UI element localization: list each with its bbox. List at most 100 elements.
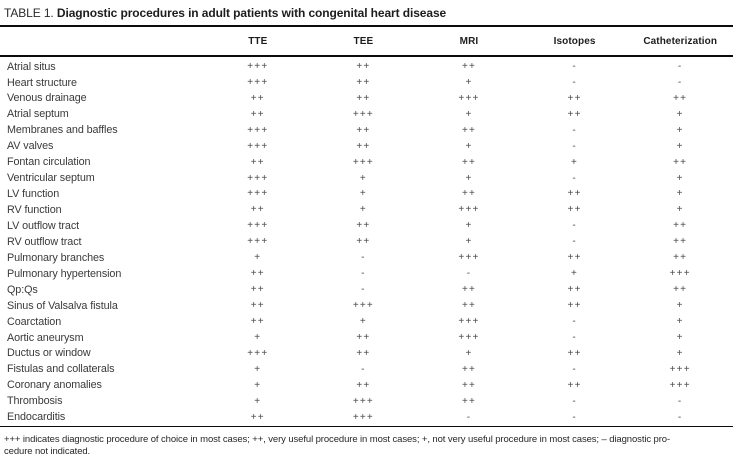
cell-value: +++ bbox=[310, 409, 417, 427]
cell-value: ++ bbox=[567, 92, 582, 104]
cell-value: ++ bbox=[567, 300, 582, 312]
cell-value: +++ bbox=[669, 379, 691, 391]
row-label: Aortic aneurysm bbox=[7, 331, 84, 344]
table-row: Ductus or window +++ ++ + ++ + bbox=[0, 346, 733, 362]
footnote-line-2: cedure not indicated. bbox=[4, 445, 91, 457]
cell-value: + bbox=[465, 172, 473, 184]
cell-value: ++ bbox=[461, 284, 477, 296]
cell-value: +++ bbox=[247, 140, 269, 152]
cell-value: ++ bbox=[250, 300, 265, 312]
row-label: RV function bbox=[7, 204, 62, 216]
cell-value: + bbox=[465, 347, 473, 359]
cell-value: + bbox=[359, 315, 367, 327]
cell-value: + bbox=[465, 236, 473, 248]
footnote-line-1: +++ indicates diagnostic procedure of ch… bbox=[4, 433, 671, 445]
cell-value: ++ bbox=[356, 379, 371, 391]
table-row: RV outflow tract +++ ++ + - ++ bbox=[0, 234, 733, 250]
cell-value: - bbox=[572, 60, 577, 72]
cell-value: - bbox=[627, 409, 733, 427]
cell-value: + bbox=[465, 220, 473, 232]
row-label: Ductus or window bbox=[7, 347, 91, 360]
cell-value: ++ bbox=[567, 108, 582, 120]
cell-value: - bbox=[361, 284, 366, 296]
cell-value: ++ bbox=[673, 92, 688, 104]
cell-value: - bbox=[572, 124, 577, 136]
row-label: AV valves bbox=[7, 140, 54, 153]
cell-value: + bbox=[676, 204, 684, 216]
cell-value: + bbox=[254, 395, 262, 407]
table-row: Fistulas and collaterals + - ++ - +++ bbox=[0, 362, 733, 378]
column-header-tte: TTE bbox=[205, 25, 311, 57]
cell-value: ++ bbox=[673, 252, 688, 264]
cell-value: + bbox=[571, 156, 579, 168]
cell-value: +++ bbox=[247, 188, 269, 200]
cell-value: + bbox=[676, 331, 684, 343]
cell-value: - bbox=[572, 140, 577, 152]
table-title: Diagnostic procedures in adult patients … bbox=[56, 6, 447, 20]
cell-value: + bbox=[359, 188, 367, 200]
cell-value: ++ bbox=[250, 92, 265, 104]
cell-value: +++ bbox=[352, 108, 374, 120]
cell-value: + bbox=[465, 108, 473, 120]
cell-value: + bbox=[359, 204, 367, 216]
cell-value: ++ bbox=[250, 156, 265, 168]
cell-value: + bbox=[676, 108, 684, 120]
table-row: LV outflow tract +++ ++ + - ++ bbox=[0, 218, 733, 234]
cell-value: ++ bbox=[250, 268, 265, 280]
cell-value: +++ bbox=[247, 172, 269, 184]
cell-value: +++ bbox=[458, 92, 480, 104]
column-header-isotopes: Isotopes bbox=[521, 25, 628, 57]
cell-value: + bbox=[571, 268, 579, 280]
cell-value: ++ bbox=[461, 124, 477, 136]
row-label: Sinus of Valsalva fistula bbox=[7, 299, 118, 312]
cell-value: + bbox=[465, 140, 473, 152]
cell-value: ++ bbox=[567, 252, 582, 264]
column-header-catheterization: Catheterization bbox=[627, 25, 733, 57]
cell-value: + bbox=[465, 76, 473, 88]
table-row: Endocarditis ++ +++ - - - bbox=[0, 409, 733, 427]
cell-value: - bbox=[521, 409, 628, 427]
row-label: Coarctation bbox=[7, 315, 62, 328]
table-row: Ventricular septum +++ + + - + bbox=[0, 171, 733, 187]
cell-value: ++ bbox=[567, 188, 582, 200]
table-row: Heart structure +++ ++ + - - bbox=[0, 75, 733, 91]
table-body: Atrial situs +++ ++ ++ - - Heart structure +++ +… bbox=[0, 56, 733, 427]
cell-value: ++ bbox=[250, 315, 265, 327]
table-row: Qp:Qs ++ - ++ ++ ++ bbox=[0, 282, 733, 298]
table-row: Coronary anomalies + ++ ++ ++ +++ bbox=[0, 378, 733, 394]
cell-value: +++ bbox=[669, 363, 691, 375]
row-label: Endocarditis bbox=[0, 409, 205, 427]
cell-value: + bbox=[254, 379, 262, 391]
cell-value: + bbox=[676, 124, 684, 136]
row-label: LV function bbox=[7, 188, 60, 201]
cell-value: ++ bbox=[461, 60, 477, 72]
cell-value: ++ bbox=[461, 156, 477, 168]
cell-value: +++ bbox=[247, 76, 269, 88]
header-row: TTE TEE MRI Isotopes Catheterization bbox=[0, 25, 733, 57]
cell-value: + bbox=[359, 172, 367, 184]
cell-value: + bbox=[676, 172, 684, 184]
cell-value: +++ bbox=[247, 347, 269, 359]
table-caption: TABLE 1. Diagnostic procedures in adult … bbox=[0, 0, 733, 25]
cell-value: ++ bbox=[567, 379, 582, 391]
cell-value: ++ bbox=[356, 236, 371, 248]
cell-value: - bbox=[677, 60, 683, 72]
column-header-mri: MRI bbox=[416, 25, 522, 57]
cell-value: ++ bbox=[356, 60, 371, 72]
cell-value: - bbox=[361, 252, 366, 264]
cell-value: ++ bbox=[461, 363, 477, 375]
cell-value: + bbox=[254, 363, 262, 375]
cell-value: ++ bbox=[250, 284, 265, 296]
table-number: TABLE 1. bbox=[4, 6, 54, 20]
cell-value: ++ bbox=[673, 156, 688, 168]
cell-value: +++ bbox=[352, 156, 374, 168]
cell-value: +++ bbox=[247, 124, 269, 136]
cell-value: +++ bbox=[247, 220, 269, 232]
cell-value: - bbox=[416, 409, 522, 427]
cell-value: ++ bbox=[356, 220, 371, 232]
table-row: Pulmonary hypertension ++ - - + +++ bbox=[0, 266, 733, 282]
table-row: Thrombosis + +++ ++ - - bbox=[0, 394, 733, 410]
cell-value: - bbox=[677, 76, 683, 88]
cell-value: - bbox=[572, 315, 577, 327]
